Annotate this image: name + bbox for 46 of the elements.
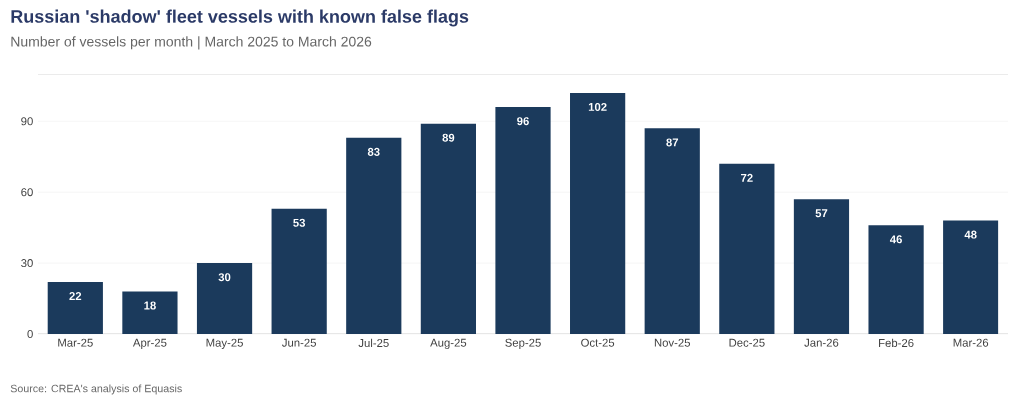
x-tick-label: Mar-26 bbox=[953, 338, 989, 347]
bar bbox=[122, 291, 178, 334]
y-tick-label: 60 bbox=[21, 188, 33, 197]
data-label: 46 bbox=[889, 235, 902, 244]
bar bbox=[570, 92, 626, 334]
bar bbox=[793, 199, 850, 334]
chart-title: Russian 'shadow' fleet vessels with known false flags bbox=[11, 9, 469, 27]
y-tick-label: 30 bbox=[21, 259, 33, 268]
x-tick-label: Jul-25 bbox=[358, 338, 389, 348]
bar bbox=[495, 107, 551, 334]
x-tick-label: Feb-26 bbox=[879, 338, 914, 348]
data-label: 83 bbox=[367, 147, 380, 156]
x-tick-label: Jun-25 bbox=[282, 338, 317, 347]
data-label: 57 bbox=[815, 209, 828, 218]
bar bbox=[420, 123, 476, 334]
y-tick-label: 0 bbox=[27, 330, 33, 338]
x-tick-label: Sep-25 bbox=[505, 338, 541, 349]
x-tick-label: Oct-25 bbox=[581, 338, 615, 347]
data-label: 30 bbox=[218, 273, 231, 282]
bar bbox=[868, 225, 924, 334]
data-label: 48 bbox=[964, 230, 977, 239]
y-tick-label: 90 bbox=[21, 117, 33, 126]
data-label: 72 bbox=[741, 173, 753, 182]
x-tick-label: Nov-25 bbox=[654, 338, 691, 347]
data-label: 102 bbox=[588, 102, 607, 111]
bar bbox=[644, 128, 700, 334]
bar bbox=[196, 263, 253, 334]
bar bbox=[719, 163, 775, 334]
data-label: 18 bbox=[144, 301, 156, 310]
data-label: 96 bbox=[517, 117, 529, 126]
x-tick-label: Mar-25 bbox=[58, 338, 93, 347]
chart-subtitle: Number of vessels per month | March 2025 to March 2026 bbox=[11, 36, 372, 50]
x-tick-label: Aug-25 bbox=[430, 338, 467, 349]
x-tick-label: Jan-26 bbox=[804, 338, 839, 347]
data-label: 53 bbox=[293, 218, 306, 227]
data-label: 22 bbox=[69, 292, 82, 300]
x-tick-label: Dec-25 bbox=[729, 338, 765, 347]
bar bbox=[346, 137, 402, 334]
x-tick-label: Apr-25 bbox=[132, 338, 167, 349]
source-note: Source: CREA's analysis of Equasis bbox=[10, 384, 182, 395]
data-label: 87 bbox=[666, 138, 679, 147]
bar bbox=[943, 220, 999, 334]
bar bbox=[271, 208, 327, 334]
data-label: 89 bbox=[442, 133, 455, 142]
x-tick-label: May-25 bbox=[206, 338, 243, 349]
bar bbox=[47, 282, 103, 334]
